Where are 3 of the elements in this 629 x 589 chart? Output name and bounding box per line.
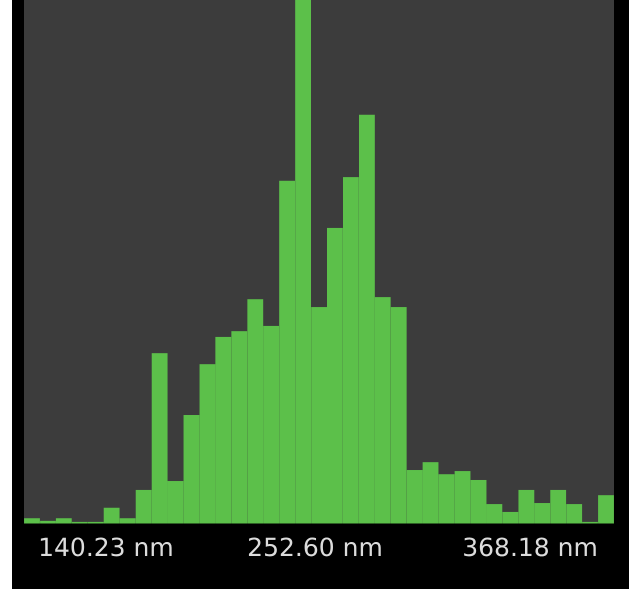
x-tick-label: 368.18 nm bbox=[462, 532, 598, 562]
x-tick-label: 252.60 nm bbox=[247, 532, 383, 562]
x-tick-label: 140.23 nm bbox=[38, 532, 174, 562]
